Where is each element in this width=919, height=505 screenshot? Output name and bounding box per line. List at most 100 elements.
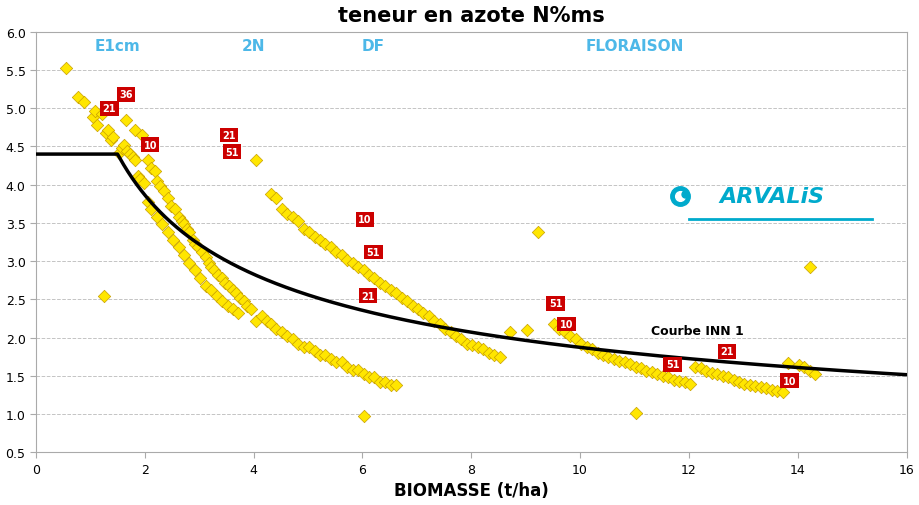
Point <box>801 367 816 375</box>
Point <box>725 376 740 384</box>
Point <box>180 226 195 234</box>
Point <box>214 274 229 282</box>
Point <box>95 111 109 119</box>
Point <box>312 351 327 359</box>
Point <box>296 226 311 234</box>
Point <box>682 380 697 388</box>
Text: Courbe INN 1: Courbe INN 1 <box>650 324 743 337</box>
Point <box>644 368 659 376</box>
Point <box>209 292 223 300</box>
Point <box>486 351 501 359</box>
Point <box>318 351 333 359</box>
Point <box>404 302 419 310</box>
Point <box>89 122 104 130</box>
Text: DF: DF <box>361 39 384 54</box>
Text: 51: 51 <box>225 147 238 158</box>
Point <box>747 382 762 390</box>
Point <box>134 132 149 140</box>
Point <box>301 229 316 237</box>
Point <box>704 369 719 377</box>
Point <box>529 229 544 237</box>
Text: 10: 10 <box>358 215 371 225</box>
Text: 51: 51 <box>366 247 380 258</box>
Title: teneur en azote N%ms: teneur en azote N%ms <box>337 6 604 26</box>
Point <box>71 93 85 102</box>
Point <box>367 374 381 382</box>
Point <box>356 412 370 420</box>
Point <box>98 129 113 137</box>
Point <box>394 294 409 302</box>
Text: 36: 36 <box>119 90 132 100</box>
Point <box>790 362 805 370</box>
Point <box>383 287 398 295</box>
Point <box>307 348 322 356</box>
Point <box>568 335 583 343</box>
Point <box>117 141 131 149</box>
Point <box>279 210 294 218</box>
Point <box>633 365 648 373</box>
Point <box>255 313 269 321</box>
Point <box>410 305 425 313</box>
Point <box>323 244 338 252</box>
Point <box>720 374 734 382</box>
Point <box>454 335 469 343</box>
Point <box>187 241 202 249</box>
Point <box>357 216 372 224</box>
Point <box>551 325 566 333</box>
Point <box>714 372 729 380</box>
Point <box>279 332 294 340</box>
Point <box>274 328 289 336</box>
Point <box>779 359 794 367</box>
Point <box>807 371 822 379</box>
Point <box>323 356 338 364</box>
Point <box>96 292 111 300</box>
Point <box>301 343 316 351</box>
Point <box>415 310 430 318</box>
Point <box>221 132 236 140</box>
Point <box>225 287 240 295</box>
Point <box>378 282 392 290</box>
Point <box>182 259 197 267</box>
Point <box>562 332 577 340</box>
Point <box>671 377 686 385</box>
Point <box>693 365 708 373</box>
Point <box>492 353 506 361</box>
Point <box>201 259 216 267</box>
Point <box>153 183 167 191</box>
Point <box>600 353 615 361</box>
Point <box>557 328 572 336</box>
X-axis label: BIOMASSE (t/ha): BIOMASSE (t/ha) <box>393 481 548 499</box>
Point <box>437 325 452 333</box>
Point <box>584 345 599 353</box>
Text: 10: 10 <box>559 319 573 329</box>
Text: ARVALiS: ARVALiS <box>719 186 823 207</box>
Point <box>611 357 626 365</box>
Point <box>221 282 236 290</box>
Point <box>140 198 154 206</box>
Point <box>140 157 154 165</box>
Point <box>175 218 189 226</box>
Point <box>236 297 251 306</box>
Point <box>59 65 74 73</box>
Point <box>160 229 175 237</box>
Point <box>628 363 642 371</box>
Point <box>102 105 117 113</box>
Point <box>736 380 751 388</box>
Point <box>781 377 796 385</box>
Point <box>290 340 305 348</box>
Point <box>204 287 219 295</box>
Point <box>167 206 182 214</box>
Point <box>190 244 205 252</box>
Point <box>481 349 495 358</box>
Point <box>589 349 604 358</box>
Point <box>312 236 327 244</box>
Point <box>104 137 119 145</box>
Point <box>758 384 773 392</box>
Point <box>318 241 333 249</box>
Point <box>548 299 562 308</box>
Point <box>199 254 213 262</box>
Point <box>801 264 816 272</box>
Point <box>274 206 289 214</box>
Point <box>165 236 180 244</box>
Point <box>149 177 164 185</box>
